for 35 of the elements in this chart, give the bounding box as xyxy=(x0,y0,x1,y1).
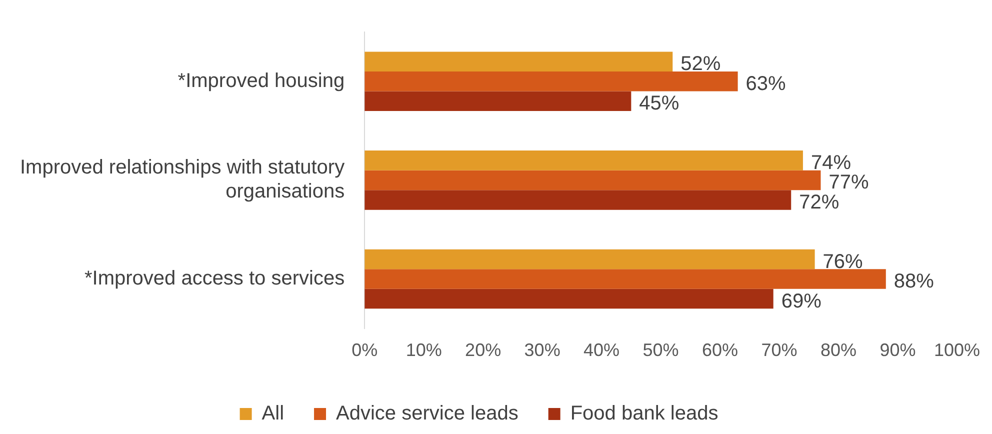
bar xyxy=(364,72,738,92)
bar xyxy=(364,288,774,309)
x-tick-label: 60% xyxy=(702,340,738,360)
legend-label: All xyxy=(262,402,284,425)
bar xyxy=(364,150,803,170)
data-label: 74% xyxy=(810,152,852,174)
x-tick-label: 40% xyxy=(584,340,620,360)
x-tick-label: 70% xyxy=(761,340,798,360)
data-label: 88% xyxy=(894,270,934,293)
bar xyxy=(364,52,673,72)
data-label: 45% xyxy=(639,92,680,115)
data-label: 77% xyxy=(828,172,869,194)
x-tick-label: 30% xyxy=(524,340,560,360)
y-tick-label: *Improved access to services xyxy=(84,268,345,290)
legend-label: Food bank leads xyxy=(570,402,718,425)
y-tick-label: Improved relationships with statutory organisations xyxy=(20,156,345,203)
x-tick-label: 0% xyxy=(352,340,378,360)
x-tick-label: 100% xyxy=(934,340,980,360)
data-label: 72% xyxy=(799,191,840,214)
x-tick-label: 20% xyxy=(465,340,502,360)
bar xyxy=(364,269,886,289)
y-tick-label: *Improved housing xyxy=(178,70,345,92)
data-label: 52% xyxy=(680,53,721,76)
x-tick-label: 50% xyxy=(642,340,679,360)
bar xyxy=(364,249,815,270)
bar xyxy=(364,190,792,210)
data-label: 76% xyxy=(822,250,864,273)
bar xyxy=(364,91,632,112)
data-label: 63% xyxy=(746,72,786,95)
legend-label: Advice service leads xyxy=(336,402,518,425)
x-tick-label: 90% xyxy=(880,340,916,360)
data-label: 69% xyxy=(781,290,822,312)
x-tick-label: 10% xyxy=(406,340,442,360)
x-tick-label: 80% xyxy=(820,340,857,360)
bar xyxy=(364,170,821,190)
